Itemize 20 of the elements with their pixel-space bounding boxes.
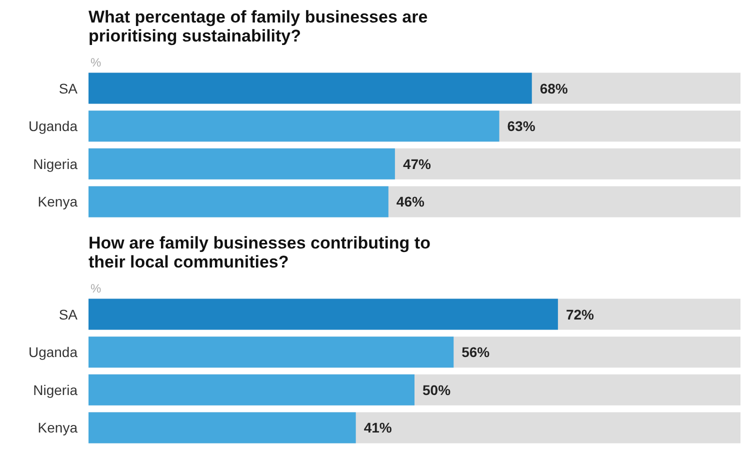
data-label: 68% [540, 80, 568, 96]
data-label: 63% [507, 118, 536, 134]
data-label: 56% [462, 344, 490, 360]
data-label: 41% [364, 420, 392, 436]
y-tick-label: Uganda [28, 344, 78, 360]
data-label: 46% [396, 194, 425, 210]
y-tick-label: Nigeria [33, 156, 78, 172]
data-label: 72% [566, 306, 595, 322]
y-tick-label: Kenya [38, 194, 78, 210]
data-label: 47% [402, 156, 432, 172]
chart-title: What percentage of family businesses are prioritising sustainability? [88, 8, 428, 46]
y-tick-label: Nigeria [33, 382, 78, 398]
x-axis-title: % [90, 281, 102, 296]
chart-title: How are family businesses contributing to their local communities? [88, 234, 430, 272]
y-tick-label: Kenya [38, 420, 78, 436]
y-tick-label: Uganda [28, 118, 78, 134]
y-tick-label: SA [58, 80, 78, 96]
y-tick-label: SA [58, 306, 78, 322]
data-label: 50% [422, 382, 452, 398]
x-axis-title: % [90, 55, 102, 70]
